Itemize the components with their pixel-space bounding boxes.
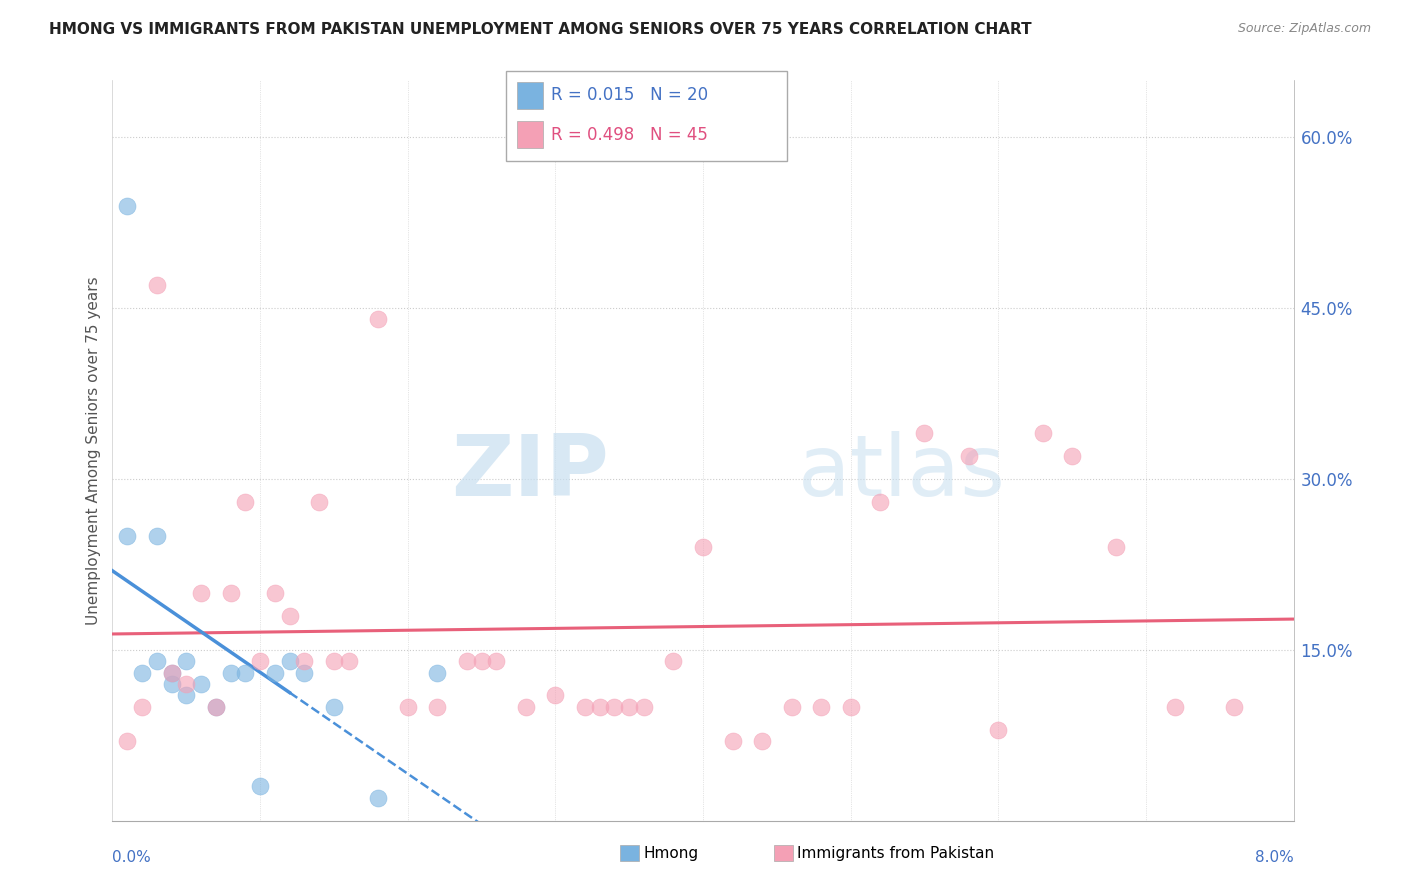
Text: 0.0%: 0.0% [112,850,152,865]
Point [914,426,936,441]
Point [249,780,271,794]
Text: Hmong: Hmong [644,846,699,861]
Point [1223,699,1246,714]
Bar [773,845,793,862]
Bar [620,845,640,862]
Point [619,699,641,714]
Point [456,654,478,668]
Text: atlas: atlas [797,431,1005,514]
Point [1032,426,1054,441]
Point [131,665,153,680]
Point [146,654,169,668]
Point [471,654,494,668]
Point [810,699,832,714]
Point [190,586,212,600]
Point [146,529,169,543]
Point [839,699,862,714]
Point [515,699,537,714]
Point [692,541,714,555]
Point [574,699,596,714]
Point [323,654,346,668]
Text: R = 0.498   N = 45: R = 0.498 N = 45 [551,126,709,144]
Point [174,677,197,691]
Point [485,654,508,668]
Point [869,494,891,508]
Point [588,699,610,714]
Point [278,654,301,668]
Point [957,449,980,463]
Point [426,699,449,714]
Point [160,677,183,691]
Point [190,677,212,691]
Point [426,665,449,680]
Point [308,494,330,508]
Point [205,699,228,714]
Point [160,665,183,680]
Point [603,699,626,714]
Point [264,665,287,680]
Point [219,586,242,600]
Text: HMONG VS IMMIGRANTS FROM PAKISTAN UNEMPLOYMENT AMONG SENIORS OVER 75 YEARS CORRE: HMONG VS IMMIGRANTS FROM PAKISTAN UNEMPL… [49,22,1032,37]
Point [323,699,346,714]
Point [131,699,153,714]
Point [264,586,287,600]
Point [219,665,242,680]
Point [249,654,271,668]
Point [117,529,138,543]
Point [721,734,744,748]
Point [1062,449,1084,463]
Point [751,734,773,748]
Point [174,654,197,668]
Point [292,665,315,680]
Point [117,198,138,212]
Point [367,312,389,326]
Point [367,790,389,805]
Point [205,699,228,714]
Point [233,494,256,508]
Point [292,654,315,668]
Y-axis label: Unemployment Among Seniors over 75 years: Unemployment Among Seniors over 75 years [86,277,101,624]
Point [146,278,169,293]
Text: ZIP: ZIP [451,431,609,514]
Point [633,699,655,714]
Point [160,665,183,680]
Point [174,689,197,703]
Text: R = 0.015   N = 20: R = 0.015 N = 20 [551,87,709,104]
Point [1164,699,1187,714]
Point [987,723,1010,737]
Point [278,608,301,623]
Point [662,654,685,668]
Text: Immigrants from Pakistan: Immigrants from Pakistan [797,846,994,861]
Point [396,699,419,714]
Point [780,699,803,714]
Point [337,654,360,668]
Text: Source: ZipAtlas.com: Source: ZipAtlas.com [1237,22,1371,36]
Text: 8.0%: 8.0% [1254,850,1294,865]
Point [1105,541,1128,555]
Point [544,689,567,703]
Point [233,665,256,680]
Point [117,734,138,748]
